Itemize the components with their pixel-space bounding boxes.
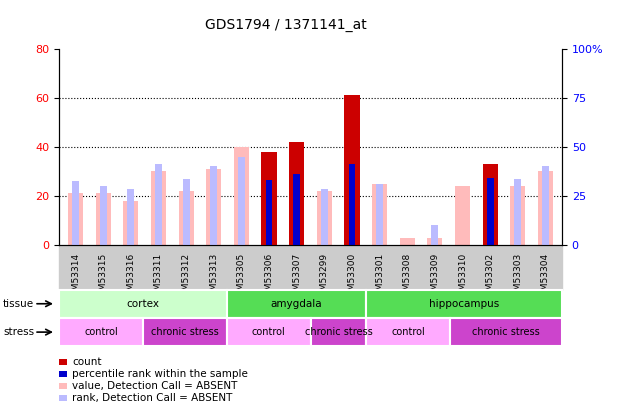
Text: GDS1794 / 1371141_at: GDS1794 / 1371141_at — [205, 18, 366, 32]
Text: tissue: tissue — [3, 299, 34, 309]
Text: percentile rank within the sample: percentile rank within the sample — [72, 369, 248, 379]
Bar — [96, 194, 111, 245]
Text: control: control — [84, 327, 118, 337]
Text: chronic stress: chronic stress — [151, 327, 219, 337]
Bar — [348, 164, 355, 245]
Bar — [400, 238, 415, 245]
Bar — [455, 186, 470, 245]
Bar — [151, 171, 166, 245]
Bar — [376, 183, 383, 245]
Bar — [542, 166, 549, 245]
Text: cortex: cortex — [126, 299, 160, 309]
Text: chronic stress: chronic stress — [304, 327, 373, 337]
Text: hippocampus: hippocampus — [429, 299, 499, 309]
Text: chronic stress: chronic stress — [472, 327, 540, 337]
Bar — [206, 169, 221, 245]
Bar — [293, 174, 300, 245]
Text: count: count — [72, 357, 102, 367]
Bar — [266, 180, 273, 245]
Bar — [487, 178, 494, 245]
Bar — [372, 183, 388, 245]
Bar — [514, 179, 521, 245]
Bar — [427, 238, 443, 245]
Bar — [483, 164, 498, 245]
Bar — [68, 194, 83, 245]
Bar — [72, 181, 79, 245]
Bar — [100, 186, 107, 245]
Bar — [510, 186, 525, 245]
Bar — [321, 189, 328, 245]
Bar — [317, 191, 332, 245]
Bar — [538, 171, 553, 245]
Text: control: control — [391, 327, 425, 337]
Bar — [183, 179, 189, 245]
Bar — [238, 157, 245, 245]
Bar — [345, 95, 360, 245]
Text: control: control — [252, 327, 286, 337]
Bar — [432, 225, 438, 245]
Bar — [211, 166, 217, 245]
Bar — [261, 152, 276, 245]
Bar — [233, 147, 249, 245]
Bar — [127, 189, 134, 245]
Text: stress: stress — [3, 327, 34, 337]
Text: amygdala: amygdala — [271, 299, 322, 309]
Bar — [123, 201, 138, 245]
Bar — [178, 191, 194, 245]
Text: value, Detection Call = ABSENT: value, Detection Call = ABSENT — [72, 381, 237, 391]
Bar — [289, 142, 304, 245]
Bar — [155, 164, 162, 245]
Text: rank, Detection Call = ABSENT: rank, Detection Call = ABSENT — [72, 393, 232, 403]
